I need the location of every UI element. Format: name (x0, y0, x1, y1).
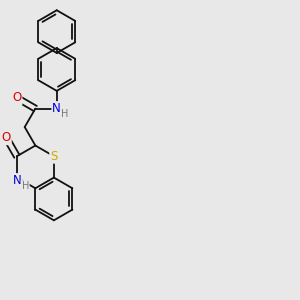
Text: S: S (50, 150, 58, 163)
Text: O: O (12, 92, 22, 104)
Text: N: N (13, 174, 21, 187)
Text: H: H (22, 181, 29, 191)
Text: N: N (52, 102, 61, 115)
Text: O: O (2, 131, 11, 144)
Text: H: H (61, 109, 69, 119)
